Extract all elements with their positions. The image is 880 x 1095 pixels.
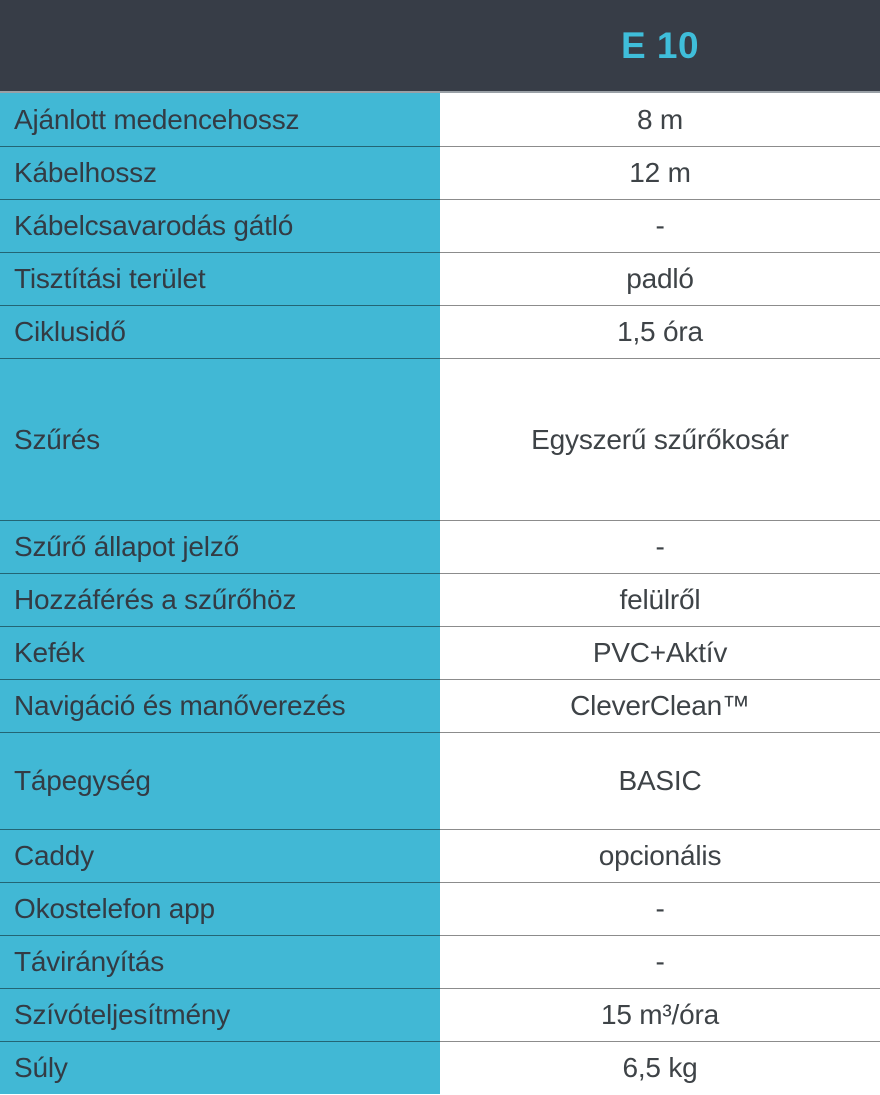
table-row: Szűrő állapot jelző - xyxy=(0,520,880,573)
spec-value: 6,5 kg xyxy=(622,1052,698,1083)
spec-value: CleverClean™ xyxy=(570,690,750,721)
spec-label: Szűrés xyxy=(14,423,100,455)
spec-label-cell: Szűrés xyxy=(0,358,440,520)
spec-value-cell: opcionális xyxy=(440,829,880,882)
spec-label-cell: Szűrő állapot jelző xyxy=(0,520,440,573)
table-row: Tápegység BASIC xyxy=(0,732,880,829)
spec-value: - xyxy=(655,946,665,977)
spec-label: Szűrő állapot jelző xyxy=(14,531,239,562)
spec-label-cell: Kábelhossz xyxy=(0,146,440,199)
spec-label: Ciklusidő xyxy=(14,316,126,347)
table-header: E 10 xyxy=(0,0,880,93)
spec-label: Navigáció és manőverezés xyxy=(14,690,346,721)
spec-value-cell: - xyxy=(440,520,880,573)
spec-value: Egyszerű szűrőkosár xyxy=(531,423,789,455)
spec-value: padló xyxy=(626,263,694,294)
table-row: Kefék PVC+Aktív xyxy=(0,626,880,679)
spec-label: Távirányítás xyxy=(14,946,165,977)
table-row: Szűrés Egyszerű szűrőkosár xyxy=(0,358,880,520)
spec-label-cell: Kefék xyxy=(0,626,440,679)
table-row: Ajánlott medencehossz 8 m xyxy=(0,93,880,146)
spec-label: Kábelhossz xyxy=(14,157,157,188)
table-row: Navigáció és manőverezés CleverClean™ xyxy=(0,679,880,732)
spec-value-cell: PVC+Aktív xyxy=(440,626,880,679)
header-spacer xyxy=(0,0,440,91)
spec-label: Kefék xyxy=(14,637,85,668)
spec-label-cell: Szívóteljesítmény xyxy=(0,988,440,1041)
spec-table: Ajánlott medencehossz 8 m Kábelhossz 12 … xyxy=(0,93,880,1094)
spec-value-cell: 12 m xyxy=(440,146,880,199)
spec-label: Ajánlott medencehossz xyxy=(14,103,300,135)
spec-label-cell: Tisztítási terület xyxy=(0,252,440,305)
table-row: Ciklusidő 1,5 óra xyxy=(0,305,880,358)
spec-value-cell: BASIC xyxy=(440,732,880,829)
spec-value: opcionális xyxy=(598,840,722,871)
table-row: Távirányítás - xyxy=(0,935,880,988)
spec-label: Caddy xyxy=(14,840,94,871)
spec-label: Kábelcsavarodás gátló xyxy=(14,210,294,241)
table-row: Tisztítási terület padló xyxy=(0,252,880,305)
spec-label: Tisztítási terület xyxy=(14,263,206,294)
spec-label: Súly xyxy=(14,1052,68,1083)
product-name: E 10 xyxy=(620,24,700,66)
table-row: Súly 6,5 kg xyxy=(0,1041,880,1094)
spec-label-cell: Hozzáférés a szűrőhöz xyxy=(0,573,440,626)
spec-label-cell: Súly xyxy=(0,1041,440,1094)
spec-label: Hozzáférés a szűrőhöz xyxy=(14,584,297,615)
spec-label-cell: Kábelcsavarodás gátló xyxy=(0,199,440,252)
table-row: Szívóteljesítmény 15 m³/óra xyxy=(0,988,880,1041)
spec-value-cell: - xyxy=(440,882,880,935)
spec-value: - xyxy=(655,893,665,924)
table-row: Okostelefon app - xyxy=(0,882,880,935)
spec-value-cell: - xyxy=(440,935,880,988)
spec-value: 12 m xyxy=(629,157,691,188)
spec-label-cell: Okostelefon app xyxy=(0,882,440,935)
spec-value-cell: 8 m xyxy=(440,93,880,146)
spec-label: Okostelefon app xyxy=(14,893,215,924)
spec-value: - xyxy=(655,210,665,241)
table-row: Kábelcsavarodás gátló - xyxy=(0,199,880,252)
spec-label: Tápegység xyxy=(14,765,151,796)
spec-value: PVC+Aktív xyxy=(592,637,728,668)
spec-label-cell: Távirányítás xyxy=(0,935,440,988)
spec-value: 1,5 óra xyxy=(617,316,703,347)
spec-value: - xyxy=(655,531,665,562)
table-row: Hozzáférés a szűrőhöz felülről xyxy=(0,573,880,626)
spec-value-cell: 15 m³/óra xyxy=(440,988,880,1041)
spec-label-cell: Tápegység xyxy=(0,732,440,829)
spec-value: 8 m xyxy=(636,103,684,135)
spec-value: felülről xyxy=(619,584,701,615)
spec-value: BASIC xyxy=(618,765,702,796)
spec-value-cell: CleverClean™ xyxy=(440,679,880,732)
table-row: Caddy opcionális xyxy=(0,829,880,882)
product-column-header: E 10 xyxy=(440,0,880,91)
spec-value: 15 m³/óra xyxy=(600,999,720,1030)
table-row: Kábelhossz 12 m xyxy=(0,146,880,199)
spec-label-cell: Caddy xyxy=(0,829,440,882)
spec-value-cell: 1,5 óra xyxy=(440,305,880,358)
spec-value-cell: Egyszerű szűrőkosár xyxy=(440,358,880,520)
spec-value-cell: padló xyxy=(440,252,880,305)
spec-value-cell: - xyxy=(440,199,880,252)
spec-value-cell: felülről xyxy=(440,573,880,626)
spec-label: Szívóteljesítmény xyxy=(14,999,231,1030)
spec-label-cell: Ciklusidő xyxy=(0,305,440,358)
spec-value-cell: 6,5 kg xyxy=(440,1041,880,1094)
spec-label-cell: Ajánlott medencehossz xyxy=(0,93,440,146)
spec-label-cell: Navigáció és manőverezés xyxy=(0,679,440,732)
